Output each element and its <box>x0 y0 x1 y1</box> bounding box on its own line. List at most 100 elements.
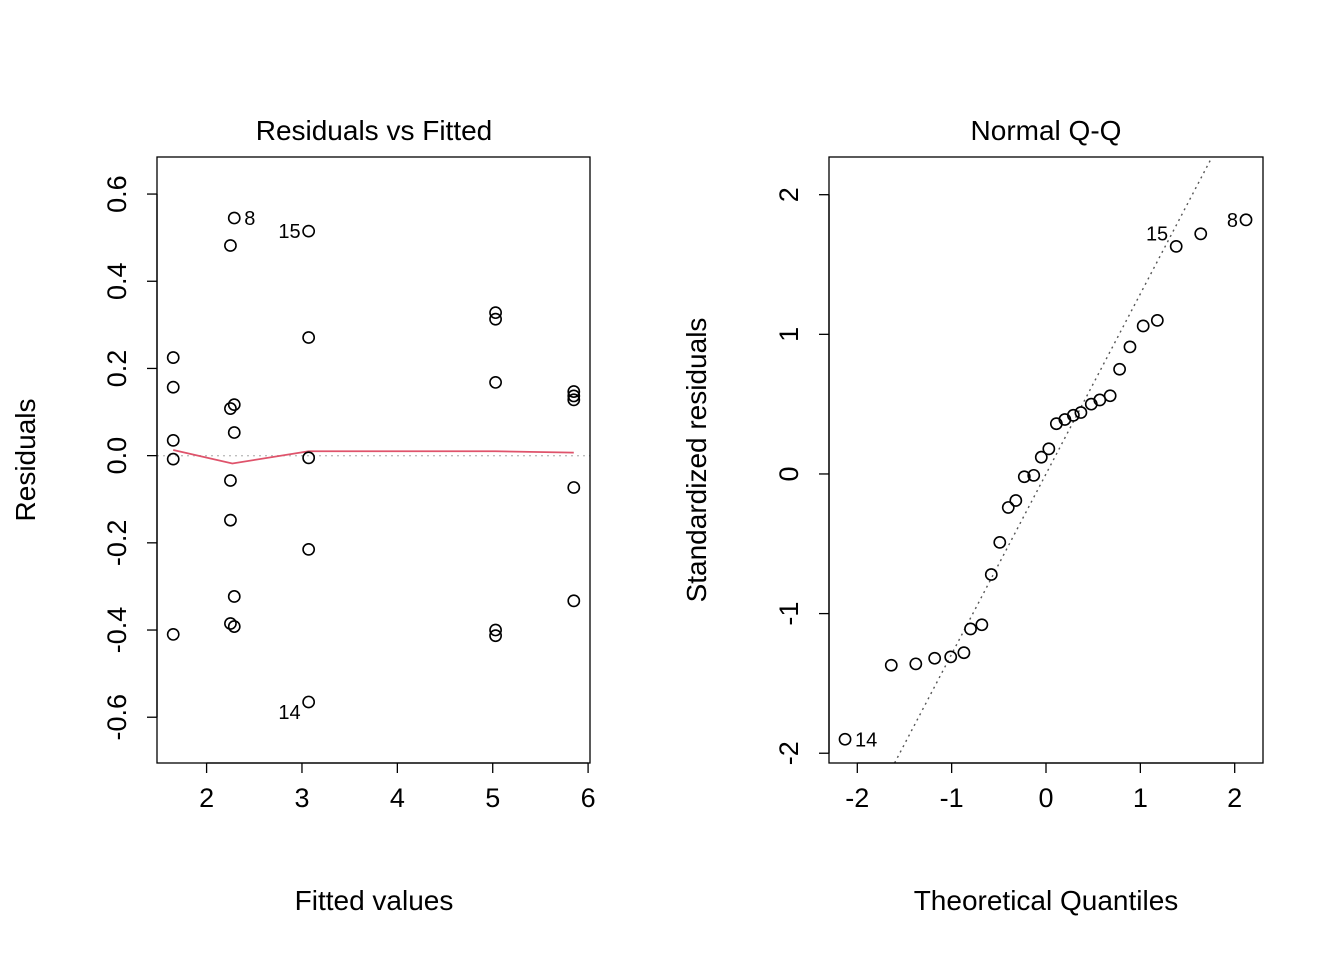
data-point <box>224 402 237 415</box>
x-tick-label: 6 <box>581 783 596 813</box>
plot1-xlabel: Fitted values <box>295 885 454 916</box>
data-point <box>227 590 241 603</box>
y-tick-label: -1 <box>774 602 804 626</box>
plot1-ylabel: Residuals <box>10 399 41 522</box>
normal-qq-panel: Normal Q-Q Theoretical Quantiles Standar… <box>681 115 1264 916</box>
qq-reference-line <box>893 156 1213 764</box>
smooth-curve <box>173 449 574 465</box>
data-point <box>1042 442 1056 456</box>
plot2-point-labels: 14 15 8 <box>855 210 1238 751</box>
data-point <box>489 623 502 637</box>
x-tick-label: -1 <box>940 783 964 813</box>
data-point <box>227 398 241 412</box>
data-point <box>1194 227 1208 241</box>
y-tick-label: 0.6 <box>102 175 132 213</box>
point-id-label: 15 <box>1146 223 1168 245</box>
data-point <box>302 224 316 238</box>
data-point <box>1027 468 1041 482</box>
data-point <box>984 568 998 581</box>
x-tick-label: 0 <box>1038 783 1053 813</box>
y-tick-label: -2 <box>774 741 804 765</box>
data-point <box>1074 406 1088 419</box>
data-point <box>166 380 180 394</box>
y-tick-label: 0.0 <box>102 437 132 475</box>
y-tick-label: 0.4 <box>102 262 132 300</box>
y-tick-label: 1 <box>774 327 804 342</box>
data-point <box>1001 501 1015 514</box>
y-tick-label: -0.2 <box>102 520 132 567</box>
plot1-point-labels: 8 15 14 <box>244 208 300 724</box>
data-point <box>227 211 241 225</box>
data-point <box>838 732 852 746</box>
data-point <box>166 452 180 466</box>
y-tick-label: 2 <box>774 187 804 202</box>
data-point <box>1103 389 1117 403</box>
plot2-ylabel: Standardized residuals <box>681 318 712 603</box>
data-point <box>489 306 502 320</box>
data-point <box>227 620 241 633</box>
plot2-title: Normal Q-Q <box>971 115 1122 146</box>
data-point <box>166 351 180 364</box>
x-tick-label: 5 <box>485 783 500 813</box>
data-point <box>957 646 971 660</box>
data-point <box>1123 340 1137 354</box>
data-point <box>489 629 502 643</box>
plot1-frame <box>156 156 591 764</box>
data-point <box>944 650 958 664</box>
data-point <box>166 433 180 447</box>
data-point <box>302 331 316 344</box>
data-point <box>1169 239 1183 253</box>
y-tick-label: -0.4 <box>102 607 132 654</box>
data-point <box>1009 494 1023 507</box>
plot1-points <box>166 211 581 709</box>
plot2-x-axis: -2 -1 0 1 2 <box>845 762 1242 813</box>
data-point <box>166 627 180 641</box>
plot1-smooth-line <box>173 449 574 465</box>
data-point <box>1136 319 1150 333</box>
data-point <box>489 375 502 389</box>
data-point <box>964 622 977 636</box>
data-point <box>302 695 316 709</box>
plot2-y-axis: -2 -1 0 1 2 <box>774 187 830 765</box>
plot2-xlabel: Theoretical Quantiles <box>914 885 1179 916</box>
data-point <box>227 426 241 439</box>
plot1-title: Residuals vs Fitted <box>256 115 493 146</box>
y-tick-label: 0 <box>774 466 804 481</box>
data-point <box>1066 408 1080 422</box>
data-point <box>1150 313 1164 327</box>
data-point <box>302 542 316 556</box>
plot2-points <box>838 213 1253 746</box>
data-point <box>884 658 898 672</box>
point-id-label: 8 <box>244 208 255 230</box>
plot2-reference-line <box>893 156 1213 764</box>
data-point <box>975 618 989 632</box>
residuals-vs-fitted-panel: Residuals vs Fitted Fitted values Residu… <box>10 115 596 916</box>
data-point <box>224 617 237 630</box>
data-point <box>224 239 237 252</box>
x-tick-label: 4 <box>390 783 405 813</box>
data-point <box>909 657 923 671</box>
x-tick-label: 3 <box>294 783 309 813</box>
data-point <box>928 651 942 665</box>
plot1-x-axis: 2 3 4 5 6 <box>199 762 596 813</box>
data-point <box>567 389 581 403</box>
x-tick-label: 2 <box>199 783 214 813</box>
x-tick-label: -2 <box>845 783 869 813</box>
data-point <box>489 312 502 326</box>
data-point <box>224 513 237 527</box>
data-point <box>567 481 581 494</box>
data-point <box>993 535 1007 549</box>
y-tick-label: 0.2 <box>102 350 132 388</box>
data-point <box>567 393 581 407</box>
x-tick-label: 1 <box>1133 783 1148 813</box>
data-point <box>1239 213 1253 227</box>
point-id-label: 8 <box>1227 210 1238 232</box>
data-point <box>1017 470 1031 484</box>
data-point <box>1113 362 1126 376</box>
data-point <box>567 385 581 398</box>
point-id-label: 14 <box>855 729 877 751</box>
data-point <box>1034 450 1048 464</box>
plot2-frame <box>828 156 1264 764</box>
data-point <box>567 594 581 608</box>
